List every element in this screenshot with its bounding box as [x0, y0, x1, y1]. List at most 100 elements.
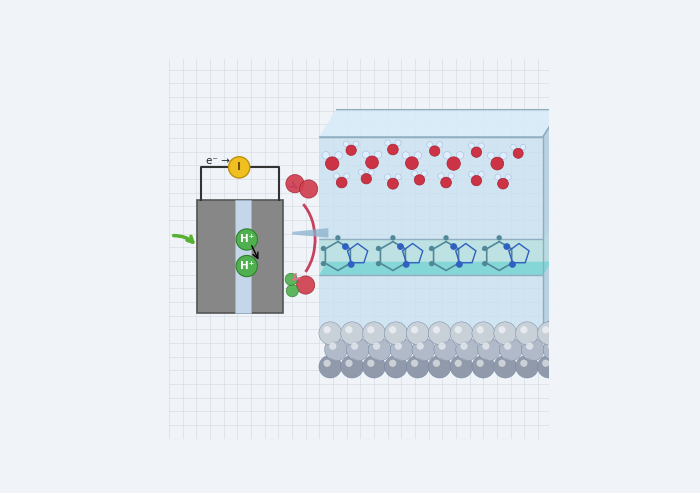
Circle shape	[506, 345, 516, 354]
Circle shape	[488, 152, 495, 159]
Circle shape	[491, 157, 504, 170]
Circle shape	[412, 171, 417, 176]
Bar	[197, 200, 283, 314]
Circle shape	[374, 345, 385, 354]
Circle shape	[335, 235, 340, 241]
Circle shape	[322, 325, 339, 342]
Circle shape	[495, 174, 501, 180]
Circle shape	[494, 355, 517, 378]
Circle shape	[434, 338, 456, 361]
Circle shape	[341, 322, 363, 345]
Circle shape	[387, 358, 405, 375]
Circle shape	[437, 142, 442, 147]
Circle shape	[478, 361, 489, 372]
Circle shape	[544, 361, 554, 372]
Circle shape	[361, 174, 372, 184]
Circle shape	[471, 176, 482, 186]
Circle shape	[428, 322, 451, 345]
Circle shape	[468, 143, 475, 149]
Circle shape	[516, 322, 538, 345]
Circle shape	[416, 343, 424, 350]
Circle shape	[429, 261, 434, 266]
Circle shape	[363, 355, 386, 378]
Circle shape	[286, 284, 298, 297]
Circle shape	[365, 358, 383, 375]
Circle shape	[322, 358, 339, 375]
Circle shape	[433, 326, 440, 333]
Circle shape	[528, 345, 538, 354]
Circle shape	[323, 326, 330, 333]
Text: I: I	[237, 162, 241, 173]
Circle shape	[344, 173, 350, 179]
Circle shape	[450, 243, 457, 250]
Circle shape	[471, 147, 482, 157]
Circle shape	[345, 326, 353, 333]
Circle shape	[345, 359, 353, 367]
Circle shape	[393, 341, 410, 358]
Circle shape	[344, 358, 360, 375]
Polygon shape	[543, 109, 560, 331]
Circle shape	[368, 359, 374, 367]
Circle shape	[395, 140, 401, 146]
Circle shape	[347, 361, 357, 372]
Circle shape	[482, 261, 487, 266]
Circle shape	[341, 355, 363, 378]
Circle shape	[411, 359, 418, 367]
Circle shape	[395, 174, 401, 180]
Circle shape	[429, 246, 434, 251]
Polygon shape	[319, 262, 552, 276]
Circle shape	[365, 325, 383, 342]
Circle shape	[376, 246, 381, 251]
Circle shape	[354, 141, 359, 147]
Circle shape	[524, 341, 541, 358]
Circle shape	[402, 261, 409, 268]
Circle shape	[326, 157, 339, 170]
Polygon shape	[543, 211, 560, 276]
Circle shape	[329, 343, 337, 350]
Circle shape	[384, 322, 407, 345]
Circle shape	[285, 273, 298, 285]
Circle shape	[433, 359, 440, 367]
Circle shape	[236, 255, 258, 277]
Circle shape	[373, 343, 380, 350]
Circle shape	[410, 358, 426, 375]
Circle shape	[384, 174, 391, 180]
Circle shape	[456, 338, 479, 361]
Circle shape	[477, 359, 484, 367]
Circle shape	[497, 358, 514, 375]
Circle shape	[376, 261, 381, 266]
Circle shape	[321, 246, 326, 251]
Circle shape	[546, 341, 564, 358]
Circle shape	[358, 170, 364, 176]
Circle shape	[368, 326, 374, 333]
Circle shape	[538, 322, 560, 345]
Circle shape	[236, 229, 258, 250]
Circle shape	[369, 361, 379, 372]
Circle shape	[389, 359, 396, 367]
Circle shape	[331, 345, 341, 354]
Circle shape	[421, 171, 428, 176]
Text: e⁻ →: e⁻ →	[206, 156, 230, 166]
Circle shape	[397, 243, 404, 250]
Circle shape	[453, 325, 470, 342]
Circle shape	[391, 328, 401, 338]
Circle shape	[427, 142, 433, 147]
Circle shape	[479, 143, 484, 149]
Circle shape	[387, 325, 405, 342]
Circle shape	[351, 343, 358, 350]
Circle shape	[503, 243, 510, 250]
Circle shape	[363, 151, 370, 158]
Circle shape	[498, 359, 505, 367]
Circle shape	[228, 157, 250, 178]
Circle shape	[482, 246, 487, 251]
Circle shape	[475, 358, 492, 375]
Circle shape	[498, 178, 508, 189]
Circle shape	[472, 322, 495, 345]
Circle shape	[472, 355, 495, 378]
Circle shape	[438, 343, 446, 350]
Circle shape	[321, 261, 326, 266]
Circle shape	[368, 170, 374, 176]
Text: H⁺: H⁺	[239, 235, 254, 245]
Circle shape	[519, 325, 536, 342]
Circle shape	[347, 328, 357, 338]
